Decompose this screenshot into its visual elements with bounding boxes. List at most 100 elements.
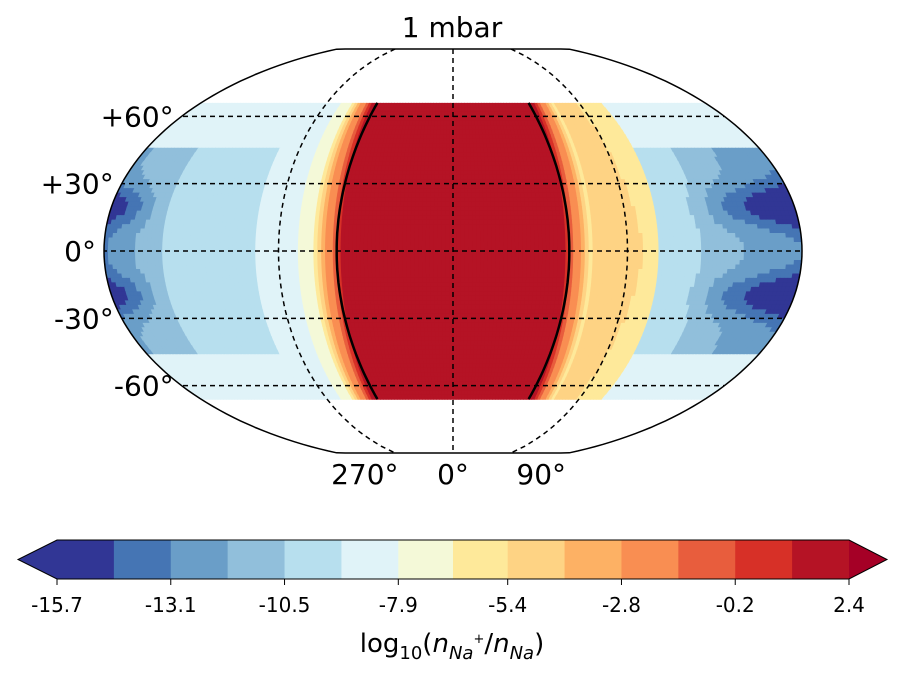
map-cell bbox=[640, 120, 649, 126]
map-cell bbox=[544, 111, 551, 117]
map-cell bbox=[631, 125, 640, 131]
map-cell bbox=[330, 120, 337, 126]
map-cell bbox=[609, 125, 617, 131]
map-cell bbox=[573, 116, 580, 122]
map-cell bbox=[280, 116, 288, 122]
map-cell bbox=[612, 102, 621, 108]
map-cell bbox=[192, 120, 202, 126]
map-cell bbox=[709, 116, 719, 122]
map-cell bbox=[610, 120, 617, 126]
map-cell bbox=[645, 116, 654, 122]
map-cell bbox=[210, 125, 219, 131]
map-cell bbox=[217, 102, 227, 108]
map-cell bbox=[329, 116, 337, 122]
map-cell bbox=[215, 116, 225, 122]
map-cell bbox=[600, 116, 608, 122]
map-cell bbox=[261, 134, 269, 140]
map-cell bbox=[627, 116, 636, 122]
map-cell bbox=[287, 134, 295, 140]
map-cell bbox=[216, 125, 225, 131]
map-cell bbox=[626, 102, 635, 108]
map-cell bbox=[321, 120, 328, 126]
map-cell bbox=[573, 120, 580, 126]
map-cell bbox=[199, 129, 208, 135]
map-cell bbox=[573, 102, 581, 108]
map-cell bbox=[196, 107, 207, 113]
map-cell bbox=[600, 120, 608, 126]
map-cell bbox=[651, 134, 659, 140]
map-cell bbox=[403, 134, 409, 140]
map-cell bbox=[632, 129, 639, 135]
map-cell bbox=[270, 107, 279, 113]
map-cell bbox=[646, 120, 655, 126]
map-cell bbox=[460, 201, 465, 207]
map-cell bbox=[220, 107, 230, 113]
map-cell bbox=[456, 210, 462, 216]
map-cell bbox=[290, 129, 297, 135]
map-cell bbox=[468, 206, 473, 212]
map-cell bbox=[171, 138, 180, 144]
map-cell bbox=[468, 116, 473, 122]
map-cell bbox=[437, 120, 442, 126]
map-cell bbox=[687, 134, 695, 140]
map-cell bbox=[447, 107, 451, 113]
map-cell bbox=[706, 107, 716, 113]
map-cell bbox=[423, 134, 428, 140]
map-cell bbox=[449, 125, 454, 131]
map-cell bbox=[214, 107, 224, 113]
map-cell bbox=[699, 129, 708, 135]
map-cell bbox=[225, 102, 236, 108]
map-cell bbox=[650, 125, 659, 131]
map-cell bbox=[639, 116, 648, 122]
map-cell bbox=[172, 134, 181, 140]
map-cell bbox=[669, 125, 678, 131]
map-cell bbox=[197, 125, 206, 131]
map-cell bbox=[567, 102, 575, 108]
map-cell bbox=[163, 129, 173, 135]
map-cell bbox=[238, 129, 246, 135]
map-cell bbox=[414, 125, 420, 131]
map-cell bbox=[421, 125, 426, 131]
map-cell bbox=[183, 129, 192, 135]
map-cell bbox=[329, 102, 336, 108]
map-cell bbox=[406, 134, 412, 140]
map-cell bbox=[274, 116, 282, 122]
map-cell bbox=[174, 138, 183, 144]
map-cell bbox=[345, 116, 352, 122]
map-cell bbox=[467, 111, 472, 117]
map-cell bbox=[685, 111, 695, 117]
map-cell bbox=[708, 120, 718, 126]
map-cell bbox=[176, 129, 186, 135]
map-cell bbox=[280, 120, 288, 126]
map-cell bbox=[713, 125, 723, 131]
map-cell bbox=[441, 183, 447, 189]
map-cell bbox=[694, 116, 703, 122]
map-cell bbox=[285, 107, 293, 113]
map-cell bbox=[474, 116, 479, 122]
map-cell bbox=[426, 138, 431, 144]
map-cell bbox=[443, 134, 448, 140]
map-cell bbox=[717, 120, 727, 126]
map-cell bbox=[700, 116, 710, 122]
map-cell bbox=[245, 102, 255, 108]
map-cell bbox=[450, 107, 454, 113]
map-cell bbox=[209, 129, 218, 135]
map-cell bbox=[168, 134, 178, 140]
map-cell bbox=[237, 116, 246, 122]
map-cell bbox=[614, 107, 622, 113]
map-cell bbox=[278, 138, 286, 144]
map-cell bbox=[616, 120, 624, 126]
map-cell bbox=[679, 125, 687, 131]
map-cell bbox=[468, 125, 473, 131]
map-cell bbox=[238, 125, 247, 131]
map-cell bbox=[456, 206, 462, 212]
map-cell bbox=[545, 107, 551, 113]
map-cell bbox=[472, 134, 477, 140]
map-cell bbox=[628, 134, 636, 140]
map-cell bbox=[553, 111, 560, 117]
map-cell bbox=[460, 192, 465, 198]
map-cell bbox=[241, 129, 250, 135]
map-cell bbox=[248, 125, 256, 131]
map-cell bbox=[188, 138, 197, 144]
map-cell bbox=[456, 197, 462, 203]
